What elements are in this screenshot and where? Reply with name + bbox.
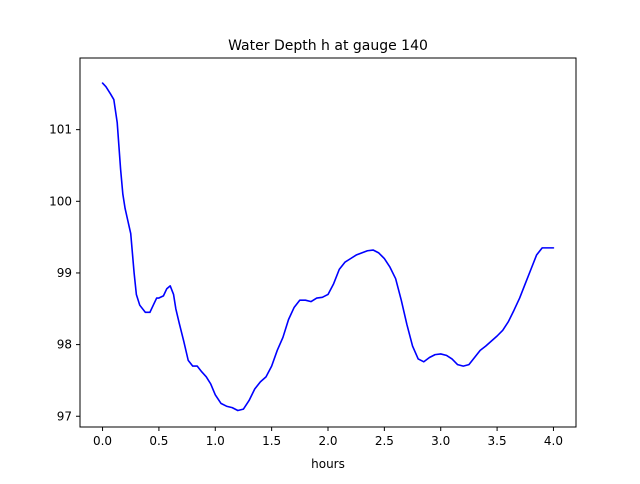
x-tick-label: 4.0 — [544, 434, 563, 448]
x-tick-label: 3.5 — [488, 434, 507, 448]
y-tick-label: 100 — [49, 194, 72, 208]
x-tick-label: 3.0 — [431, 434, 450, 448]
chart-title: Water Depth h at gauge 140 — [228, 38, 428, 54]
x-tick-label: 2.0 — [318, 434, 337, 448]
x-tick-label: 2.5 — [375, 434, 394, 448]
plot-area — [79, 57, 577, 428]
y-tick-label: 97 — [57, 409, 72, 423]
y-axis-ticks: 97 98 99 100 101 — [49, 123, 80, 423]
axes-frame — [79, 57, 577, 428]
y-tick-label: 99 — [57, 266, 72, 280]
x-tick-label: 1.5 — [262, 434, 281, 448]
x-tick-label: 0.5 — [149, 434, 168, 448]
x-tick-label: 1.0 — [206, 434, 225, 448]
y-tick-label: 101 — [49, 123, 72, 137]
x-axis-ticks: 0.0 0.5 1.0 1.5 2.0 2.5 3.0 3.5 4.0 — [93, 427, 563, 448]
series-line-0 — [101, 82, 555, 412]
y-tick-label: 98 — [57, 338, 72, 352]
x-axis-label: hours — [311, 457, 345, 471]
x-tick-label: 0.0 — [93, 434, 112, 448]
